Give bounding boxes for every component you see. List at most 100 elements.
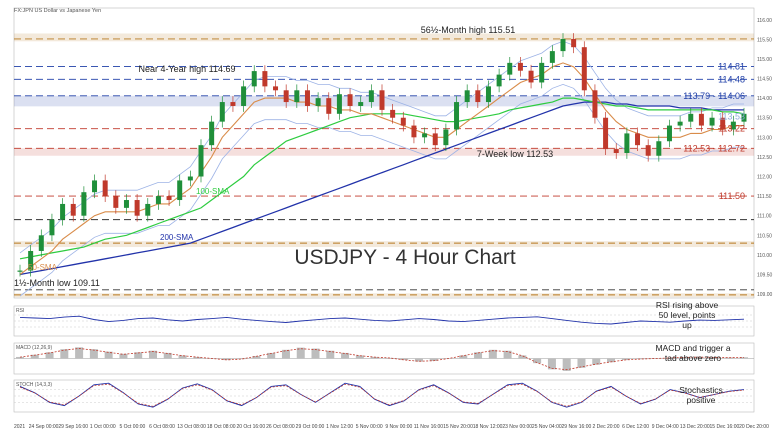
macd-histogram-bar — [710, 357, 719, 359]
candle-body — [273, 86, 279, 91]
candle-body — [155, 196, 161, 204]
candle-body — [368, 90, 374, 103]
indicator-line-stoch — [19, 382, 745, 408]
macd-histogram-bar — [607, 358, 616, 363]
x-tick-label: 29 Nov 16:00 — [562, 424, 592, 430]
macd-signal-line — [19, 348, 745, 371]
macd-histogram-bar — [636, 358, 645, 360]
x-tick-label: 9 Dec 04:00 — [652, 424, 679, 430]
candle-body — [177, 180, 183, 201]
candle-body — [571, 38, 577, 48]
indicator-note-line: up — [682, 320, 692, 330]
macd-histogram-bar — [75, 347, 84, 359]
candle-body — [145, 203, 151, 216]
macd-histogram-bar — [134, 352, 143, 359]
x-tick-label: 26 Oct 08:00 — [266, 424, 295, 430]
candle-body — [49, 219, 55, 236]
instrument-caption: FX:JPN US Dollar vs Japanese Yen — [14, 8, 101, 14]
y-tick-label: 111.50 — [757, 194, 772, 200]
x-tick-label: 18 Nov 12:00 — [473, 424, 503, 430]
x-tick-label: 20 Oct 16:00 — [236, 424, 265, 430]
candle-body — [315, 98, 321, 106]
x-tick-label: 29 Sep 16:00 — [58, 424, 88, 430]
candle-body — [432, 133, 438, 146]
level-band-0 — [14, 33, 754, 42]
macd-histogram-bar — [400, 358, 409, 361]
y-tick-label: 115.50 — [757, 37, 772, 43]
x-tick-label: 6 Oct 08:00 — [149, 424, 175, 430]
level-label-6: 112.53 - 112.72 — [683, 143, 745, 153]
grid-layer — [13, 7, 755, 299]
indicator-note-line: tad above zero — [665, 353, 722, 363]
stoch-signal-line — [19, 383, 745, 407]
macd-histogram-bar — [355, 355, 364, 359]
macd-histogram-bar — [30, 354, 39, 359]
candle-body — [485, 86, 491, 103]
indicator-note-rsi: RSI rising above 50 level, points up — [656, 300, 719, 330]
x-tick-label: 20 Dec 20:00 — [739, 424, 769, 430]
level-band-6 — [14, 148, 754, 156]
candle-body — [624, 133, 630, 153]
level-label-7: 111.50 — [719, 191, 745, 201]
candle-body — [698, 113, 704, 126]
macd-histogram-bar — [518, 355, 527, 359]
sma-200-line — [19, 101, 744, 276]
macd-histogram-bar — [680, 357, 689, 359]
macd-histogram-bar — [326, 350, 335, 359]
macd-histogram-bar — [237, 358, 246, 360]
x-tick-label: 5 Nov 00:00 — [356, 424, 383, 430]
x-tick-label: 6 Dec 12:00 — [622, 424, 649, 430]
x-tick-label: 11 Nov 16:00 — [414, 424, 444, 430]
candle-body — [454, 102, 460, 130]
candle-body — [379, 90, 385, 110]
level-label-2: 114.48 — [718, 74, 745, 84]
candle-body — [720, 117, 726, 130]
candle-body — [81, 192, 87, 216]
y-tick-label: 114.00 — [757, 96, 772, 102]
candle-body — [677, 121, 683, 126]
x-tick-label: 23 Nov 00:00 — [502, 424, 532, 430]
candle-body — [304, 90, 310, 106]
macd-histogram-bar — [296, 347, 305, 359]
macd-histogram-bar — [178, 355, 187, 359]
level-label-3: 113.79 - 114.06 — [683, 91, 745, 101]
macd-histogram-bar — [193, 356, 202, 359]
indicator-caption-macd: MACD (12,26,9) — [16, 345, 52, 351]
candle-body — [528, 70, 534, 83]
x-tick-label: 9 Nov 00:00 — [385, 424, 412, 430]
macd-histogram-bar — [577, 358, 586, 368]
x-tick-label: 24 Sep 00:00 — [29, 424, 59, 430]
y-tick-label: 110.50 — [757, 233, 772, 239]
x-tick-label: 1 Oct 00:00 — [90, 424, 116, 430]
candle-body — [198, 145, 204, 177]
candle-body — [549, 51, 555, 63]
macd-histogram-bar — [488, 349, 497, 359]
macd-histogram-bar — [45, 352, 54, 359]
x-tick-label: 15 Nov 20:00 — [443, 424, 473, 430]
candle-body — [262, 71, 268, 87]
indicator-note-line: 50 level, points — [659, 310, 716, 320]
bollinger-upper — [19, 40, 744, 254]
candle-body — [443, 129, 449, 146]
x-tick-label: 1 Nov 12:00 — [326, 424, 353, 430]
sma-50-line — [19, 62, 744, 275]
candle-body — [656, 141, 662, 156]
y-tick-label: 115.00 — [757, 57, 772, 63]
x-tick-label: 15 Dec 16:00 — [710, 424, 740, 430]
macd-histogram-bar — [16, 356, 24, 359]
y-tick-label: 116.00 — [757, 18, 772, 24]
y-tick-label: 109.50 — [757, 272, 773, 278]
macd-histogram-bar — [533, 358, 542, 364]
candle-body — [400, 117, 406, 126]
macd-histogram-bar — [414, 358, 423, 362]
candle-body — [17, 270, 23, 272]
x-tick-label: 13 Oct 08:00 — [177, 424, 206, 430]
macd-histogram-bar — [503, 350, 512, 359]
macd-histogram-bar — [592, 358, 601, 365]
level-label-5: 113.22 — [718, 124, 745, 134]
sma-200-label: 200-SMA — [160, 233, 194, 242]
macd-histogram-bar — [60, 349, 69, 359]
candle-body — [560, 38, 566, 52]
candle-body — [336, 94, 342, 114]
